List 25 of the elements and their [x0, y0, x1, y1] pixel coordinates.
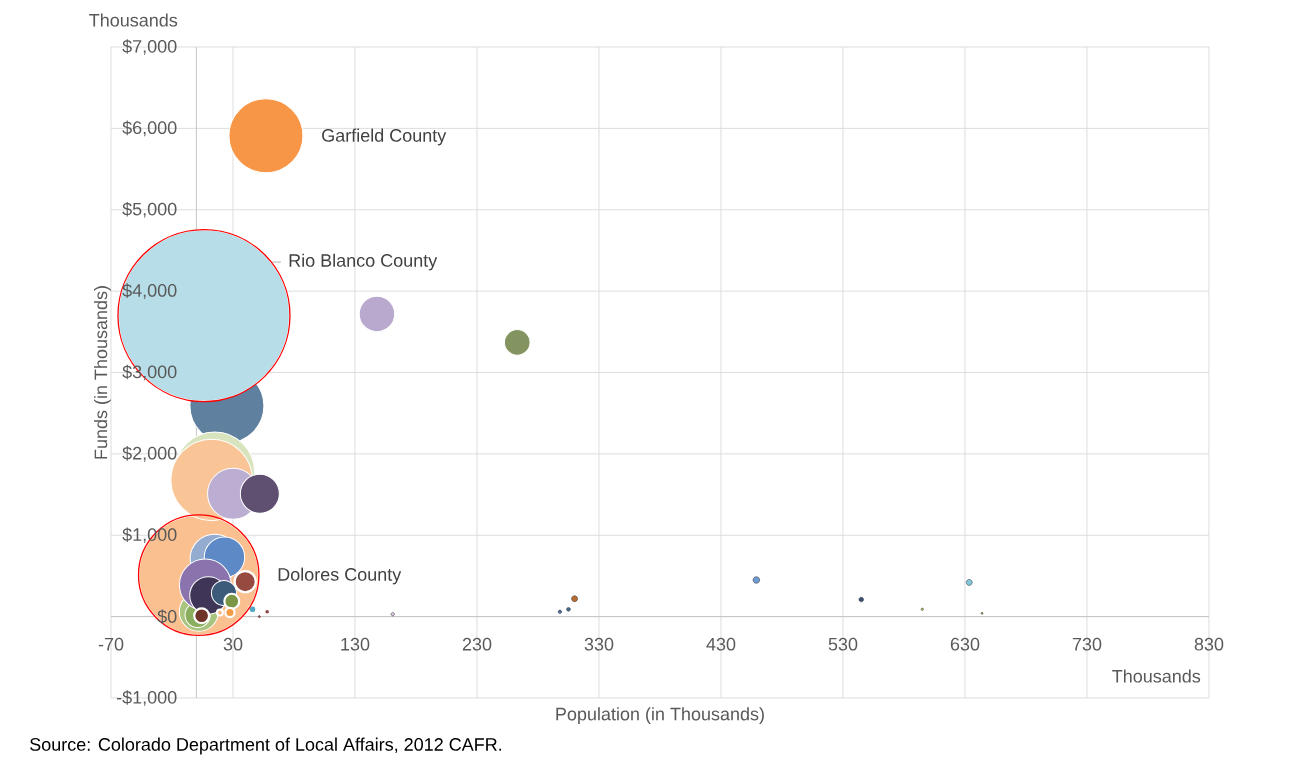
y-axis-title: Funds (in Thousands)	[94, 286, 111, 459]
annotation: Garfield County	[322, 128, 447, 146]
x-axis-title: Population (in Thousands)	[556, 707, 764, 724]
x-tick-label: 130	[341, 637, 370, 651]
annotation: Rio Blanco County	[289, 253, 438, 271]
y-tick-label: $6,000	[122, 120, 177, 137]
annotation: Thousands	[1112, 669, 1201, 683]
y-tick-label: $5,000	[122, 201, 177, 218]
x-tick-label: -70	[98, 637, 124, 651]
y-tick-label: $7,000	[122, 39, 177, 55]
x-tick-label: 630	[950, 637, 980, 651]
x-tick-label: 430	[706, 637, 736, 651]
source-note: Source: Colorado Department of Local Affairs, 2012 CAFR.	[30, 737, 502, 755]
x-tick-label: 230	[462, 637, 492, 651]
x-tick-label: 330	[584, 637, 614, 651]
y-tick-label: $0	[157, 609, 177, 624]
text: Thousands	[89, 13, 178, 27]
x-tick-label: 830	[1194, 637, 1224, 651]
x-tick-label: 530	[828, 637, 858, 651]
y-tick-label: -$1,000	[116, 690, 177, 706]
y-tick-label: $2,000	[122, 446, 177, 462]
x-tick-label: 730	[1072, 637, 1102, 651]
annotation: Dolores County	[278, 567, 402, 585]
y-tick-label: $4,000	[122, 283, 177, 299]
x-tick-label: 30	[223, 637, 243, 651]
